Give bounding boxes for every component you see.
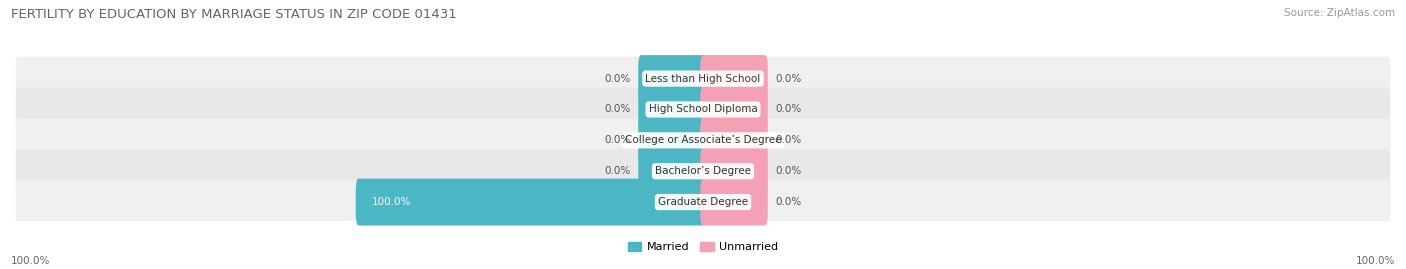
Text: College or Associate’s Degree: College or Associate’s Degree bbox=[624, 135, 782, 145]
FancyBboxPatch shape bbox=[700, 179, 768, 225]
Text: 0.0%: 0.0% bbox=[605, 135, 631, 145]
Text: 0.0%: 0.0% bbox=[775, 166, 801, 176]
FancyBboxPatch shape bbox=[700, 148, 768, 195]
FancyBboxPatch shape bbox=[700, 55, 768, 102]
Text: 0.0%: 0.0% bbox=[775, 135, 801, 145]
FancyBboxPatch shape bbox=[15, 87, 1391, 131]
Text: 100.0%: 100.0% bbox=[1355, 256, 1395, 266]
Text: Graduate Degree: Graduate Degree bbox=[658, 197, 748, 207]
Text: 0.0%: 0.0% bbox=[775, 74, 801, 84]
Legend: Married, Unmarried: Married, Unmarried bbox=[623, 237, 783, 256]
Text: Source: ZipAtlas.com: Source: ZipAtlas.com bbox=[1284, 8, 1395, 18]
FancyBboxPatch shape bbox=[15, 57, 1391, 101]
Text: 0.0%: 0.0% bbox=[605, 104, 631, 114]
Text: FERTILITY BY EDUCATION BY MARRIAGE STATUS IN ZIP CODE 01431: FERTILITY BY EDUCATION BY MARRIAGE STATU… bbox=[11, 8, 457, 21]
Text: 0.0%: 0.0% bbox=[775, 197, 801, 207]
Text: Bachelor’s Degree: Bachelor’s Degree bbox=[655, 166, 751, 176]
FancyBboxPatch shape bbox=[638, 117, 706, 164]
FancyBboxPatch shape bbox=[638, 55, 706, 102]
Text: 0.0%: 0.0% bbox=[605, 74, 631, 84]
FancyBboxPatch shape bbox=[700, 117, 768, 164]
Text: High School Diploma: High School Diploma bbox=[648, 104, 758, 114]
FancyBboxPatch shape bbox=[356, 179, 706, 225]
Text: Less than High School: Less than High School bbox=[645, 74, 761, 84]
FancyBboxPatch shape bbox=[638, 148, 706, 195]
Text: 0.0%: 0.0% bbox=[605, 166, 631, 176]
Text: 100.0%: 100.0% bbox=[373, 197, 412, 207]
FancyBboxPatch shape bbox=[638, 86, 706, 133]
FancyBboxPatch shape bbox=[700, 86, 768, 133]
FancyBboxPatch shape bbox=[15, 149, 1391, 193]
FancyBboxPatch shape bbox=[15, 180, 1391, 224]
FancyBboxPatch shape bbox=[15, 118, 1391, 162]
Text: 100.0%: 100.0% bbox=[11, 256, 51, 266]
Text: 0.0%: 0.0% bbox=[775, 104, 801, 114]
